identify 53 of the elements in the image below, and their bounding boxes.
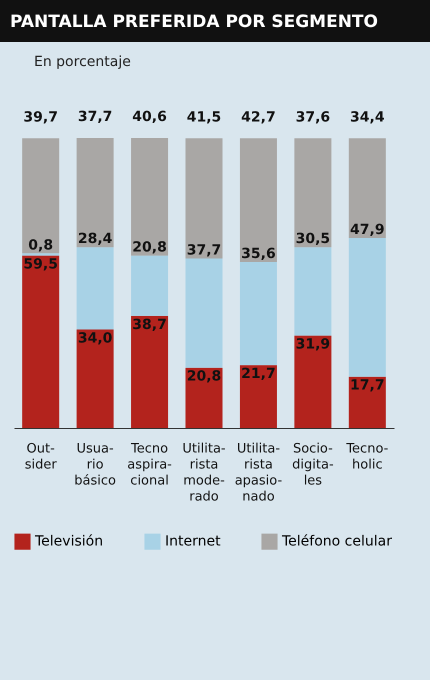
bar [348,238,386,377]
bar [348,376,386,428]
bar [240,262,277,366]
data-label: 38,7 [132,316,167,333]
data-label: 37,6 [296,109,330,126]
chart-title: PANTALLA PREFERIDA POR SEGMENTO [0,0,430,42]
data-label: 30,5 [296,231,330,248]
bar [240,365,277,428]
data-label: 40,6 [132,109,167,125]
data-label: 34,4 [350,109,385,126]
bar [22,256,60,428]
bar [294,247,332,336]
bar [131,256,168,316]
data-label: 20,8 [186,368,222,385]
bar [76,330,114,428]
x-tick-label: Usua- rio básico [74,442,116,488]
data-label: 42,7 [241,109,276,126]
x-tick-label: Utilita- rista mode- rado [182,442,226,504]
data-label: 41,5 [186,109,222,126]
data-label: 35,6 [241,246,276,262]
x-tick-label: Tecno aspira- cional [127,442,172,488]
data-label: 37,7 [186,242,222,259]
data-label: 21,7 [241,366,276,382]
bar [22,138,60,254]
data-label: 39,7 [23,109,58,126]
legend-label: Internet [165,534,222,550]
x-tick-label: Tecno- holic [345,442,389,472]
bar [185,258,223,368]
data-label: 0,8 [28,237,54,254]
x-tick-label: Out- sider [24,442,58,472]
data-label: 17,7 [350,378,385,394]
x-tick-label: Utilita- rista apasio- nado [234,442,282,504]
bar [348,138,386,238]
data-label: 59,5 [23,256,58,273]
data-label: 31,9 [296,336,330,353]
bar [294,336,332,428]
bar [185,368,223,428]
data-label: 47,9 [350,222,385,238]
data-label: 34,0 [78,330,113,346]
bar [294,138,332,248]
bar [131,138,168,256]
data-label: 28,4 [78,231,113,248]
chart-subtitle: En porcentaje [33,53,132,70]
legend-label: Teléfono celular [281,534,392,550]
bar [76,138,114,248]
data-label: 37,7 [78,109,112,125]
data-label: 20,8 [132,240,167,256]
legend-label: Televisión [34,534,104,550]
bar [131,316,168,428]
bar [185,138,223,259]
bar [240,138,277,262]
x-tick-label: Socio- digita- les [292,442,334,488]
bar [76,247,114,330]
